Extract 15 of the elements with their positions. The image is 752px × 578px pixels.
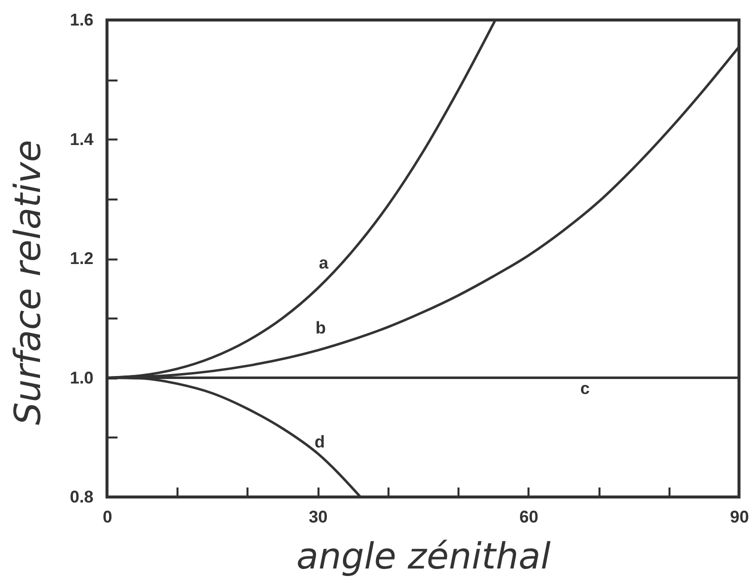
y-axis-title: Surface relative bbox=[8, 140, 49, 426]
x-tick-label: 90 bbox=[730, 508, 749, 526]
x-tick-label: 30 bbox=[308, 508, 328, 526]
x-axis-title: angle zénithal bbox=[296, 536, 551, 578]
y-tick-label: 1.6 bbox=[70, 10, 94, 30]
series-label: b bbox=[315, 318, 326, 338]
series-label: c bbox=[580, 378, 590, 398]
y-tick-label: 0.8 bbox=[70, 488, 94, 506]
series-label: a bbox=[318, 253, 329, 272]
y-tick-label: 1.2 bbox=[70, 249, 94, 268]
x-tick-label: 0 bbox=[102, 508, 112, 526]
x-tick-label: 60 bbox=[519, 508, 538, 526]
y-tick-label: 1.4 bbox=[70, 130, 94, 149]
y-tick-label: 1.0 bbox=[70, 368, 94, 388]
series-label: d bbox=[314, 432, 325, 452]
